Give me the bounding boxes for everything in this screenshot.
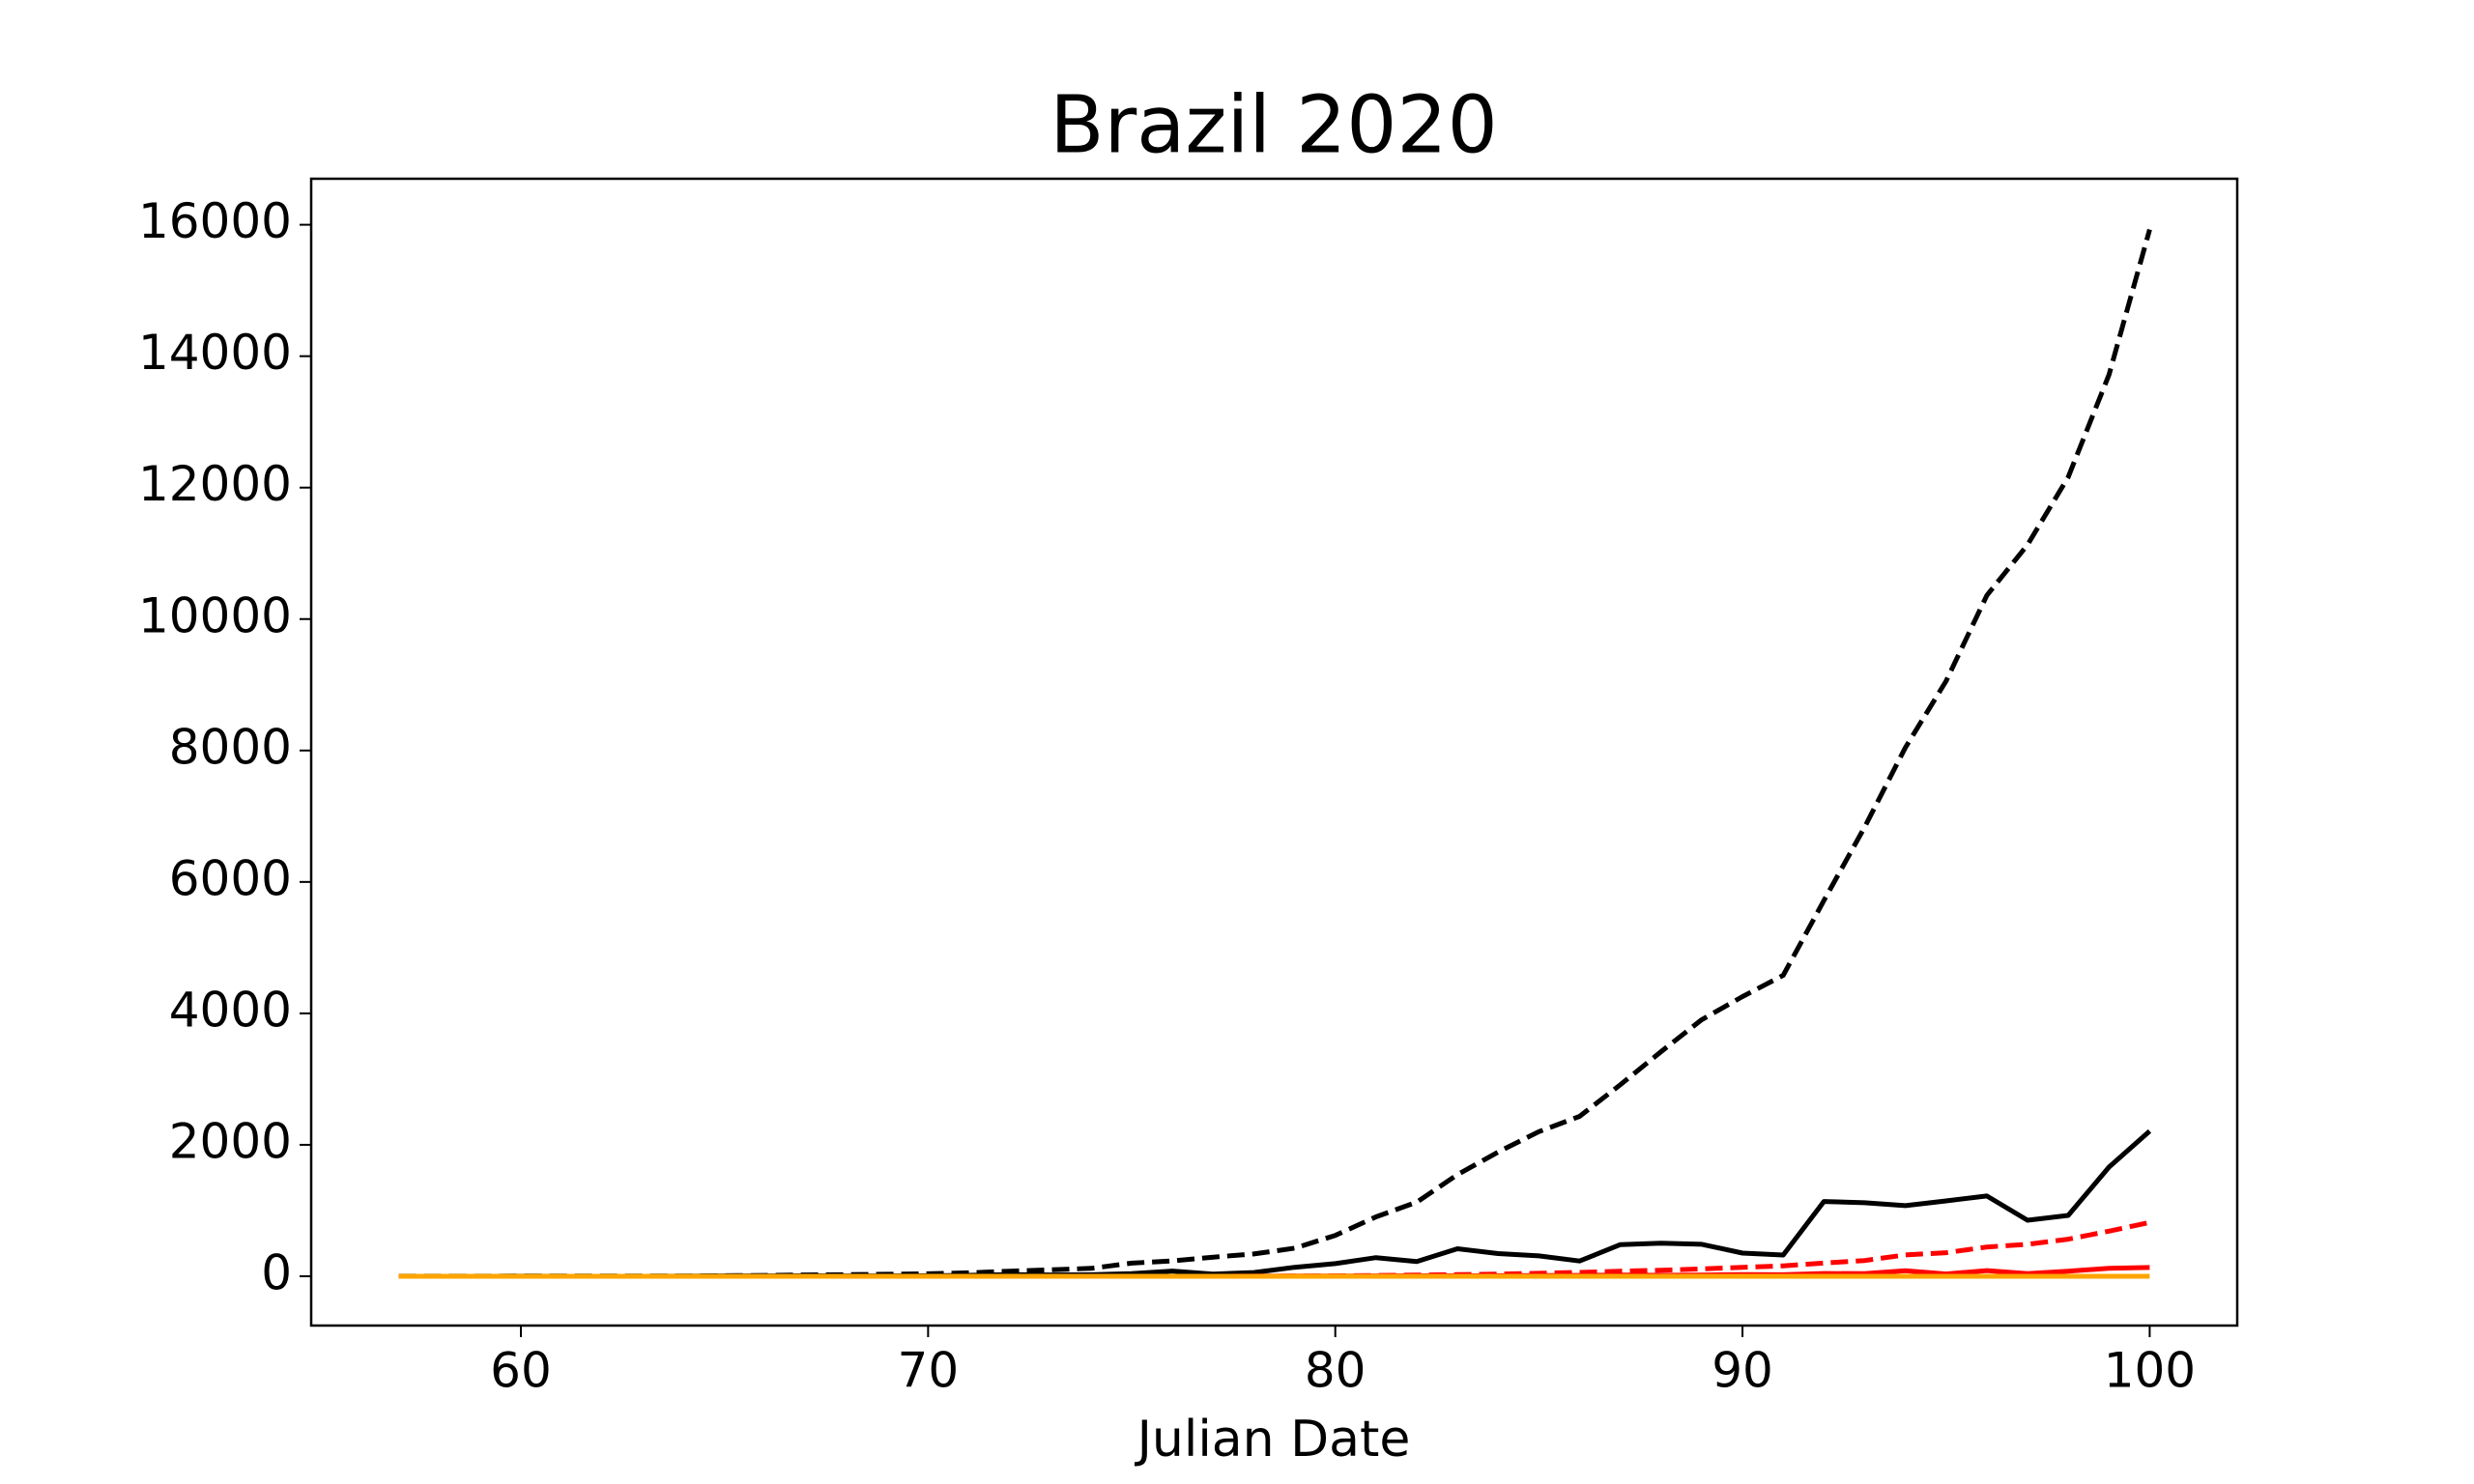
y-tick-label: 14000 — [138, 325, 292, 381]
plot-frame — [309, 177, 2239, 1327]
y-tick-label: 2000 — [169, 1113, 292, 1169]
x-tick-label: 80 — [1305, 1343, 1366, 1399]
line-series — [398, 1128, 2152, 1279]
y-tick-label: 10000 — [138, 587, 292, 643]
line-series — [398, 228, 2152, 1279]
y-tick-label: 6000 — [169, 850, 292, 906]
x-tick-label: 90 — [1712, 1343, 1773, 1399]
chart-title: Brazil 2020 — [1050, 79, 1498, 171]
x-tick-label: 100 — [2104, 1343, 2196, 1399]
y-tick-label: 16000 — [138, 193, 292, 249]
y-tick-label: 0 — [261, 1244, 292, 1300]
y-tick-label: 4000 — [169, 982, 292, 1038]
x-tick-label: 70 — [898, 1343, 960, 1399]
x-axis-label: Julian Date — [1135, 1411, 1411, 1469]
y-tick-label: 8000 — [169, 719, 292, 775]
y-tick-label: 12000 — [138, 456, 292, 512]
plot-area — [398, 228, 2152, 1279]
x-tick-label: 60 — [490, 1343, 552, 1399]
